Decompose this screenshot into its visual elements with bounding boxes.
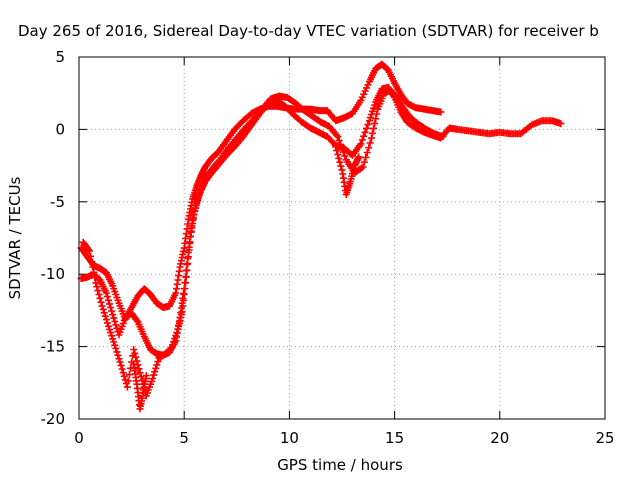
y-axis-label: SDTVAR / TECUs [6,176,24,299]
data-series-markers [77,60,445,323]
x-tick-label: 0 [74,429,84,447]
x-tick-label: 15 [385,429,404,447]
data-series-markers [332,143,363,199]
data-points [77,60,565,413]
data-series-markers [79,86,447,400]
y-tick-label: -15 [41,338,66,356]
y-tick-label: -20 [41,410,66,428]
plot-frame [78,56,606,420]
x-tick-label: 20 [490,429,509,447]
x-tick-label: 10 [280,429,299,447]
y-tick-label: -5 [50,193,65,211]
x-tick-label: 25 [595,429,614,447]
y-tick-label: 5 [55,48,65,66]
y-tick-label: -10 [41,265,66,283]
x-axis-label: GPS time / hours [277,456,403,474]
y-tick-label: 0 [55,120,65,138]
chart-title: Day 265 of 2016, Sidereal Day-to-day VTE… [18,22,599,40]
data-series-markers [130,360,150,413]
x-tick-label: 5 [179,429,189,447]
